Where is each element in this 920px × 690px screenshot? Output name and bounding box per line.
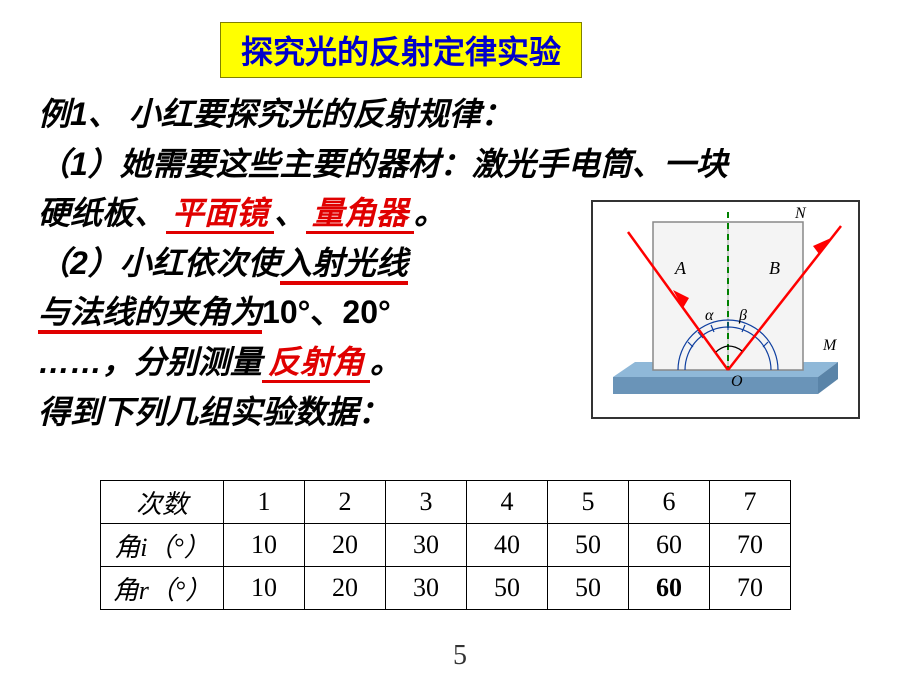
label-M: M bbox=[822, 337, 838, 354]
row1-c4: 40 bbox=[467, 524, 548, 567]
label-A: A bbox=[674, 258, 687, 278]
blank-3-reflection-angle: 反射角 bbox=[262, 345, 370, 383]
line-4: （2）小红依次使入射光线 bbox=[38, 239, 598, 289]
angle-values: 10°、20° bbox=[262, 294, 391, 330]
page-number: 5 bbox=[453, 640, 467, 672]
label-beta: β bbox=[738, 307, 747, 324]
line-6b: 。 bbox=[370, 344, 402, 380]
blank-2-protractor: 量角器 bbox=[306, 196, 414, 234]
header-7: 7 bbox=[710, 481, 791, 524]
incident-ray-text: 入射光线 bbox=[280, 245, 408, 285]
row2-c2: 20 bbox=[305, 567, 386, 610]
blank-1-mirror: 平面镜 bbox=[166, 196, 274, 234]
row1-c1: 10 bbox=[224, 524, 305, 567]
line-1: 例1、 小红要探究光的反射规律： bbox=[38, 90, 888, 140]
line-6a: ……，分别测量 bbox=[38, 344, 262, 380]
line-3a: 硬纸板、 bbox=[38, 195, 166, 231]
row1-c7: 70 bbox=[710, 524, 791, 567]
row2-c1: 10 bbox=[224, 567, 305, 610]
label-B: B bbox=[769, 258, 780, 278]
header-3: 3 bbox=[386, 481, 467, 524]
diagram-svg: N A B α β O M bbox=[593, 202, 858, 417]
slide-title: 探究光的反射定律实验 bbox=[220, 22, 582, 78]
label-O: O bbox=[731, 373, 743, 390]
row2-c5: 50 bbox=[548, 567, 629, 610]
row1-c5: 50 bbox=[548, 524, 629, 567]
data-table: 次数 1 2 3 4 5 6 7 角i（°） 10 20 30 40 50 60… bbox=[100, 480, 791, 610]
row2-c4: 50 bbox=[467, 567, 548, 610]
row1-c3: 30 bbox=[386, 524, 467, 567]
line-5: 与法线的夹角为10°、20° bbox=[38, 288, 598, 338]
base-front bbox=[613, 377, 818, 394]
row1-c6: 60 bbox=[629, 524, 710, 567]
line-3c: 。 bbox=[414, 195, 446, 231]
row2-label: 角r（°） bbox=[101, 567, 224, 610]
line-6: ……，分别测量反射角。 bbox=[38, 338, 598, 388]
reflection-diagram: N A B α β O M bbox=[591, 200, 860, 419]
header-1: 1 bbox=[224, 481, 305, 524]
row1-c2: 20 bbox=[305, 524, 386, 567]
label-N: N bbox=[794, 205, 807, 222]
line-2: （1）她需要这些主要的器材：激光手电筒、一块 bbox=[38, 140, 888, 190]
row2-c3: 30 bbox=[386, 567, 467, 610]
row2-c6: 60 bbox=[629, 567, 710, 610]
table-row-r: 角r（°） 10 20 30 50 50 60 70 bbox=[101, 567, 791, 610]
header-5: 5 bbox=[548, 481, 629, 524]
header-2: 2 bbox=[305, 481, 386, 524]
table-row-i: 角i（°） 10 20 30 40 50 60 70 bbox=[101, 524, 791, 567]
header-6: 6 bbox=[629, 481, 710, 524]
label-alpha: α bbox=[705, 307, 714, 324]
line-4a: （2）小红依次使 bbox=[38, 245, 280, 281]
angle-text-a: 与法线的夹角为 bbox=[38, 294, 262, 334]
row2-c7: 70 bbox=[710, 567, 791, 610]
line-3b: 、 bbox=[274, 195, 306, 231]
header-4: 4 bbox=[467, 481, 548, 524]
row1-label: 角i（°） bbox=[101, 524, 224, 567]
table-header-row: 次数 1 2 3 4 5 6 7 bbox=[101, 481, 791, 524]
data-table-wrap: 次数 1 2 3 4 5 6 7 角i（°） 10 20 30 40 50 60… bbox=[100, 480, 791, 610]
header-0: 次数 bbox=[101, 481, 224, 524]
